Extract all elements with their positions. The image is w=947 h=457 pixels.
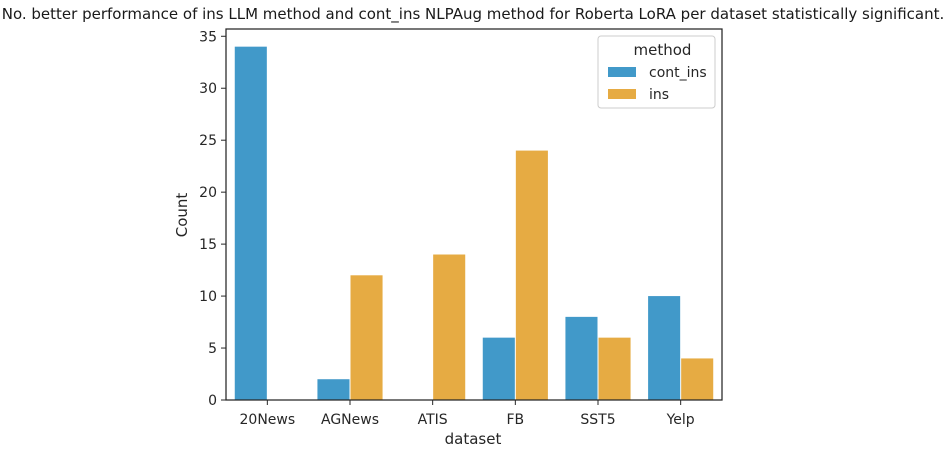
y-axis-label: Count (173, 193, 191, 238)
x-tick-label: FB (506, 412, 524, 428)
bar-cont_ins-FB (482, 337, 515, 400)
y-tick-label: 30 (199, 81, 217, 97)
bar-ins-Yelp (681, 358, 714, 400)
bar-cont_ins-Yelp (648, 296, 681, 400)
plot-frame (225, 28, 723, 401)
x-tick-label: Yelp (666, 412, 695, 428)
bar-ins-SST5 (598, 337, 631, 400)
bar-cont_ins-20News (234, 46, 267, 401)
chart-title: No. better performance of ins LLM method… (2, 5, 945, 24)
legend-swatch-cont_ins (608, 67, 636, 77)
legend-label-cont_ins: cont_ins (649, 65, 707, 81)
legend-label-ins: ins (649, 87, 669, 103)
y-tick-label: 20 (199, 185, 217, 201)
y-tick-label: 25 (199, 133, 217, 149)
bar-cont_ins-AGNews (317, 379, 350, 400)
bar-ins-ATIS (433, 254, 466, 400)
x-tick-label: AGNews (321, 412, 379, 428)
x-tick-label: SST5 (580, 412, 615, 428)
y-tick-label: 35 (199, 29, 217, 45)
legend-title: method (634, 41, 692, 59)
axes-layer: 20News AGNews ATIS FB SST5 Yelp 0 5 10 15 20 25 30 35 (199, 28, 723, 428)
bars-layer (234, 46, 714, 401)
x-tick-label: ATIS (418, 412, 448, 428)
x-tick-label: 20News (240, 412, 296, 428)
bar-ins-FB (515, 150, 548, 400)
x-axis-label: dataset (445, 430, 502, 448)
bar-cont_ins-SST5 (565, 316, 598, 400)
legend-swatch-ins (608, 89, 636, 99)
bar-ins-AGNews (350, 275, 383, 400)
y-tick-label: 15 (199, 237, 217, 253)
y-tick-label: 0 (208, 393, 217, 409)
y-tick-label: 5 (208, 341, 217, 357)
y-tick-label: 10 (199, 289, 217, 305)
